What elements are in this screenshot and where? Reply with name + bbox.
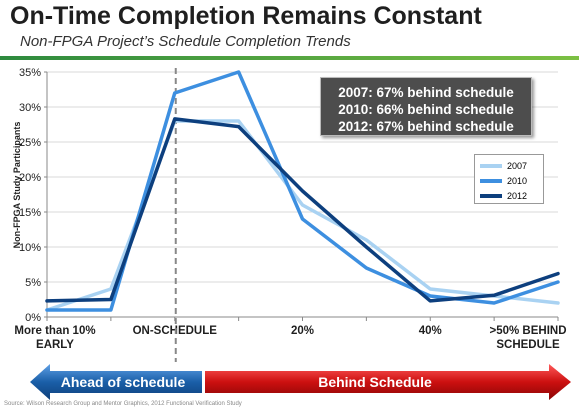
y-tick-label: 5% bbox=[25, 277, 41, 289]
behind-schedule-arrow bbox=[205, 364, 571, 400]
y-tick-labels: 0% 5% 10% 15% 20% 25% 30% 35% bbox=[19, 67, 41, 324]
behind-schedule-label: Behind Schedule bbox=[318, 374, 432, 390]
y-tick-label: 20% bbox=[19, 172, 41, 184]
series-line-2012 bbox=[45, 117, 560, 303]
source-footnote: Source: Wilson Research Group and Mentor… bbox=[4, 401, 242, 407]
y-tick-label: 25% bbox=[19, 137, 41, 149]
note-line-2012: 2012: 67% behind schedule bbox=[338, 119, 514, 134]
legend-label-2007: 2007 bbox=[507, 160, 528, 171]
legend-label-2010: 2010 bbox=[507, 175, 528, 186]
legend-swatch-2007 bbox=[480, 163, 502, 168]
grid-lines bbox=[47, 71, 558, 283]
y-tick-label: 15% bbox=[19, 207, 41, 219]
y-tick-label: 35% bbox=[19, 67, 41, 79]
legend-item-2007: 2007 bbox=[475, 158, 543, 173]
y-tick-label: 30% bbox=[19, 102, 41, 114]
x-tick-label: More than 10% bbox=[14, 325, 95, 337]
y-axis-label: Non-FPGA Study Participants bbox=[12, 121, 22, 249]
x-tick-label: 40% bbox=[419, 325, 442, 337]
note-line-2007: 2007: 67% behind schedule bbox=[338, 85, 514, 100]
x-tick-label: 20% bbox=[291, 325, 314, 337]
behind-schedule-note: 2007: 67% behind schedule 2010: 66% behi… bbox=[320, 77, 532, 136]
chart-subtitle: Non-FPGA Project’s Schedule Completion T… bbox=[20, 33, 351, 50]
y-tick-label: 0% bbox=[25, 312, 41, 324]
legend-item-2010: 2010 bbox=[475, 173, 543, 188]
series-lines bbox=[45, 70, 560, 312]
x-tick-labels: More than 10%EARLYON-SCHEDULE20%40%>50% … bbox=[14, 325, 566, 351]
note-line-2010: 2010: 66% behind schedule bbox=[338, 102, 514, 117]
chart-title: On-Time Completion Remains Constant bbox=[10, 2, 482, 30]
chart-legend: 2007 2010 2012 bbox=[474, 154, 544, 204]
x-tick-label: EARLY bbox=[36, 339, 74, 351]
y-tick-label: 10% bbox=[19, 242, 41, 254]
ahead-of-schedule-label: Ahead of schedule bbox=[60, 374, 186, 390]
legend-label-2012: 2012 bbox=[507, 190, 528, 201]
legend-item-2012: 2012 bbox=[475, 188, 543, 203]
header-rule bbox=[0, 56, 579, 60]
ahead-of-schedule-arrow bbox=[30, 364, 202, 400]
x-tick-label: SCHEDULE bbox=[496, 339, 560, 351]
x-tick-label: >50% BEHIND bbox=[489, 325, 566, 337]
legend-swatch-2010 bbox=[480, 178, 502, 183]
legend-swatch-2012 bbox=[480, 193, 502, 198]
